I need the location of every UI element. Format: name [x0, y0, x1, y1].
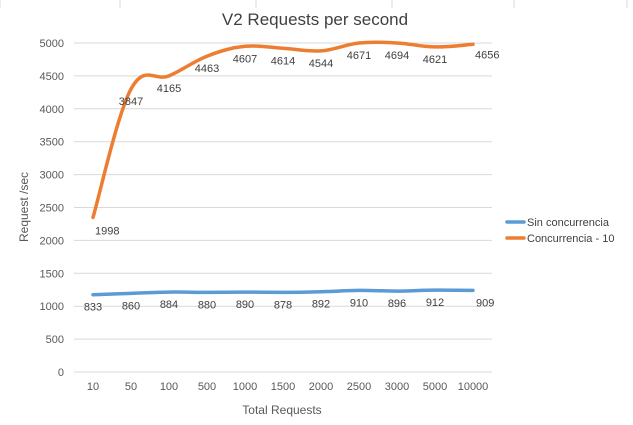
- x-tick-label: 1000: [233, 381, 257, 393]
- data-label: 880: [198, 299, 216, 311]
- data-label: 878: [274, 299, 292, 311]
- series-line-1: [91, 40, 475, 220]
- data-label: 4165: [157, 83, 181, 95]
- x-tick-label: 10: [87, 381, 99, 393]
- y-tick-label: 4500: [40, 71, 64, 83]
- x-axis-ticks: 10 50 100 500 1000 1500 2000 2500 3000 5000 10000: [87, 381, 488, 393]
- x-tick-label: 5000: [423, 381, 447, 393]
- y-tick-label: 4000: [40, 104, 64, 116]
- y-tick-label: 2000: [40, 235, 64, 247]
- x-tick-label: 3000: [385, 381, 409, 393]
- data-labels: 833 860 884 880 890 878 892 910 896 912 909 1998 384…: [84, 49, 500, 313]
- data-label: 860: [122, 300, 140, 312]
- data-label: 4694: [385, 50, 409, 62]
- chart-title: V2 Requests per second: [222, 10, 408, 29]
- x-tick-label: 50: [125, 381, 137, 393]
- data-label: 910: [350, 297, 368, 309]
- data-label: 4621: [423, 54, 447, 66]
- data-label: 884: [160, 299, 178, 311]
- y-tick-label: 1000: [40, 301, 64, 313]
- data-label: 3847: [119, 96, 143, 108]
- x-axis-title: Total Requests: [242, 403, 321, 417]
- data-label: 892: [312, 299, 330, 311]
- y-tick-label: 3500: [40, 137, 64, 149]
- data-label: 1998: [95, 225, 119, 237]
- gridlines: [74, 42, 492, 373]
- data-label: 4544: [309, 58, 333, 70]
- data-label: 896: [388, 298, 406, 310]
- x-tick-label: 1500: [271, 381, 295, 393]
- y-tick-label: 3000: [40, 170, 64, 182]
- y-axis-ticks: 0 500 1000 1500 2000 2500 3000 3500 4000 4500 5000: [40, 38, 64, 379]
- data-label: 890: [236, 299, 254, 311]
- data-label: 4656: [475, 49, 499, 61]
- y-tick-label: 0: [58, 367, 64, 379]
- y-tick-label: 5000: [40, 38, 64, 50]
- y-tick-label: 500: [46, 334, 64, 346]
- legend-label: Sin concurrencia: [527, 217, 610, 229]
- data-label: 912: [426, 297, 444, 309]
- x-tick-label: 100: [160, 381, 178, 393]
- series-lines: [91, 40, 475, 297]
- data-label: 4607: [233, 53, 257, 65]
- x-tick-label: 2000: [309, 381, 333, 393]
- legend: Sin concurrencia Concurrencia - 10: [505, 217, 614, 245]
- y-tick-label: 1500: [40, 268, 64, 280]
- data-label: 4463: [195, 63, 219, 75]
- data-label: 909: [476, 297, 494, 309]
- legend-label: Concurrencia - 10: [527, 233, 614, 245]
- data-label: 4614: [271, 55, 295, 67]
- series-line-0: [91, 288, 475, 297]
- spreadsheet-grid-background: [0, 0, 628, 8]
- y-axis-title: Request /sec: [17, 172, 31, 242]
- data-label: 833: [84, 302, 102, 314]
- x-tick-label: 10000: [458, 381, 489, 393]
- x-tick-label: 2500: [347, 381, 371, 393]
- data-label: 4671: [347, 50, 371, 62]
- y-tick-label: 2500: [40, 203, 64, 215]
- x-tick-label: 500: [198, 381, 216, 393]
